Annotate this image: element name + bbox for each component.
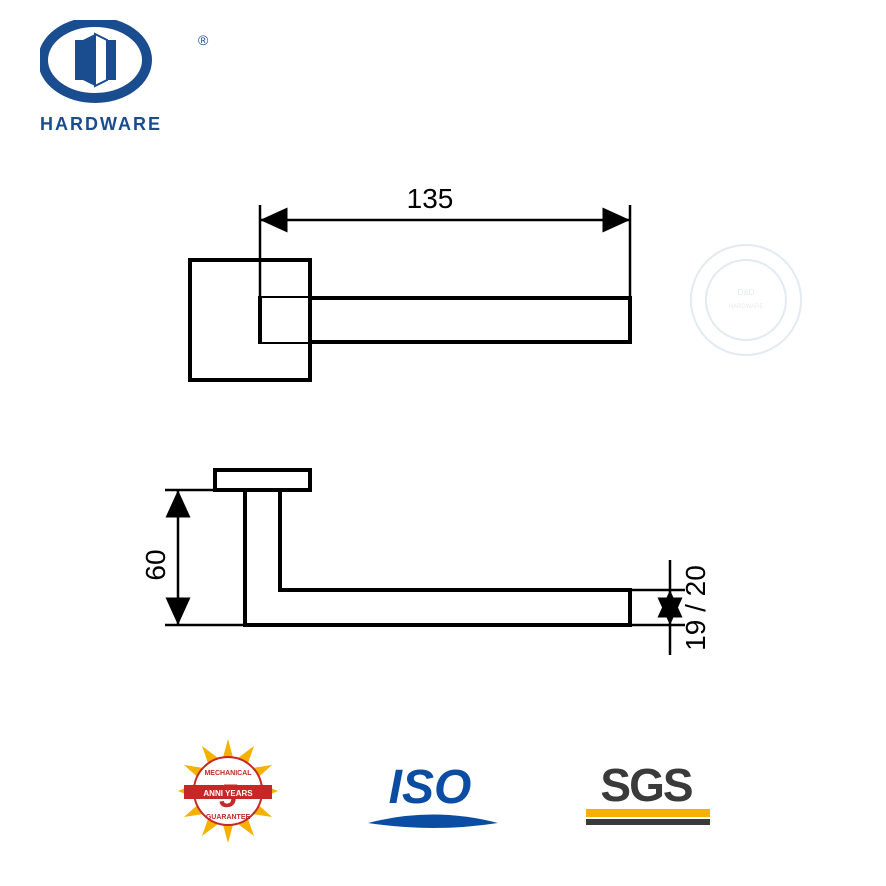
- registered-mark: ®: [198, 32, 208, 48]
- svg-text:ANNI YEARS: ANNI YEARS: [203, 789, 253, 798]
- logo-mark-icon: [40, 20, 170, 105]
- stem-side: [245, 490, 280, 590]
- dim-label-thick: 19 / 20: [680, 565, 711, 651]
- svg-text:ISO: ISO: [389, 761, 472, 814]
- svg-text:GUARANTEE: GUARANTEE: [206, 814, 251, 821]
- warranty-seal-icon: MECHANICAL 5 ANNI YEARS GUARANTEE: [158, 736, 298, 856]
- technical-drawing: 135 60 19 / 20: [130, 130, 750, 670]
- rosette-side: [215, 470, 310, 490]
- svg-text:SGS: SGS: [600, 759, 691, 811]
- sgs-badge: SGS: [568, 751, 728, 841]
- dim-label-height: 60: [140, 549, 171, 580]
- lever-side: [245, 590, 630, 625]
- svg-text:MECHANICAL: MECHANICAL: [204, 770, 252, 777]
- iso-badge: ISO: [358, 751, 508, 841]
- sgs-logo-icon: SGS: [568, 751, 728, 841]
- brand-logo: HARDWARE ®: [40, 20, 170, 135]
- dim-label-width: 135: [407, 183, 454, 214]
- rosette-top: [190, 260, 310, 380]
- warranty-badge: MECHANICAL 5 ANNI YEARS GUARANTEE: [158, 736, 298, 856]
- lever-top: [260, 298, 630, 342]
- badges-row: MECHANICAL 5 ANNI YEARS GUARANTEE ISO SG…: [0, 736, 886, 856]
- iso-logo-icon: ISO: [358, 751, 508, 841]
